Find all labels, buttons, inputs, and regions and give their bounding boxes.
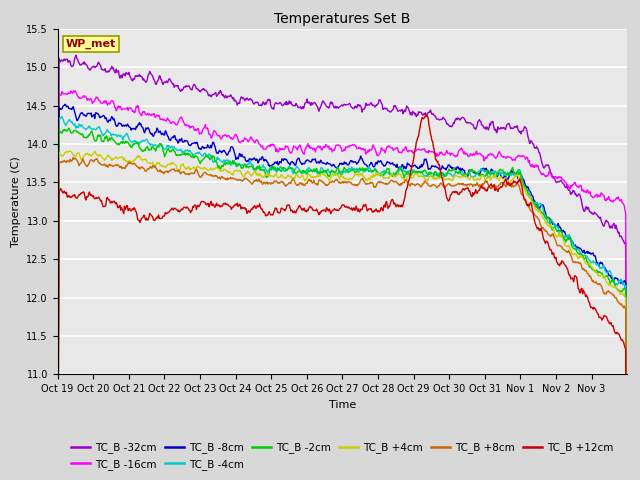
TC_B +12cm	[434, 158, 442, 164]
TC_B -16cm	[226, 134, 234, 140]
X-axis label: Time: Time	[329, 400, 356, 409]
TC_B -4cm	[254, 165, 262, 171]
TC_B -16cm	[122, 106, 129, 112]
TC_B -8cm	[402, 166, 410, 171]
TC_B -4cm	[226, 160, 234, 166]
TC_B -2cm	[122, 139, 129, 145]
TC_B -16cm	[254, 139, 262, 144]
TC_B -32cm	[226, 94, 234, 99]
TC_B -32cm	[254, 100, 262, 106]
Title: Temperatures Set B: Temperatures Set B	[274, 12, 411, 26]
TC_B +4cm	[67, 148, 74, 154]
TC_B -2cm	[226, 158, 234, 164]
TC_B +12cm	[225, 204, 233, 209]
TC_B -4cm	[434, 173, 442, 179]
Line: TC_B -16cm: TC_B -16cm	[58, 91, 627, 480]
TC_B +12cm	[401, 193, 409, 199]
TC_B +4cm	[434, 175, 442, 181]
Line: TC_B +4cm: TC_B +4cm	[58, 151, 627, 480]
TC_B -2cm	[65, 125, 72, 131]
TC_B -32cm	[402, 107, 410, 112]
TC_B -32cm	[434, 116, 442, 122]
TC_B -2cm	[402, 171, 410, 177]
TC_B -8cm	[61, 101, 69, 107]
TC_B -8cm	[276, 159, 284, 165]
TC_B +12cm	[253, 203, 261, 208]
TC_B -2cm	[254, 165, 262, 171]
TC_B +12cm	[120, 204, 128, 209]
TC_B +4cm	[254, 172, 262, 178]
TC_B +8cm	[276, 180, 284, 186]
TC_B -8cm	[434, 165, 442, 170]
TC_B +4cm	[402, 176, 410, 182]
TC_B -4cm	[122, 133, 129, 139]
TC_B -4cm	[402, 169, 410, 175]
TC_B -16cm	[70, 88, 78, 94]
TC_B -4cm	[276, 165, 284, 171]
TC_B -2cm	[434, 171, 442, 177]
TC_B -16cm	[402, 144, 410, 150]
TC_B +8cm	[122, 166, 129, 171]
TC_B +12cm	[275, 210, 283, 216]
TC_B -8cm	[122, 122, 129, 128]
Line: TC_B +8cm: TC_B +8cm	[58, 157, 627, 480]
TC_B -32cm	[122, 73, 129, 79]
Line: TC_B -4cm: TC_B -4cm	[58, 117, 627, 480]
TC_B -16cm	[276, 145, 284, 151]
TC_B +4cm	[276, 174, 284, 180]
Legend: TC_B -32cm, TC_B -16cm, TC_B -8cm, TC_B -4cm, TC_B -2cm, TC_B +4cm, TC_B +8cm, T: TC_B -32cm, TC_B -16cm, TC_B -8cm, TC_B …	[67, 438, 618, 474]
Line: TC_B -2cm: TC_B -2cm	[58, 128, 627, 480]
Line: TC_B -8cm: TC_B -8cm	[58, 104, 627, 480]
TC_B +8cm	[402, 177, 410, 183]
TC_B +12cm	[423, 111, 431, 117]
TC_B +4cm	[226, 169, 234, 175]
TC_B -2cm	[276, 167, 284, 173]
TC_B -32cm	[276, 100, 284, 106]
Text: WP_met: WP_met	[66, 39, 116, 49]
TC_B -32cm	[72, 52, 80, 58]
TC_B +4cm	[122, 157, 129, 163]
TC_B -8cm	[254, 160, 262, 166]
TC_B -16cm	[434, 153, 442, 159]
Line: TC_B -32cm: TC_B -32cm	[58, 55, 627, 480]
Y-axis label: Temperature (C): Temperature (C)	[11, 156, 20, 247]
TC_B -8cm	[226, 148, 234, 154]
TC_B +8cm	[434, 184, 442, 190]
TC_B +8cm	[226, 176, 234, 181]
TC_B -4cm	[58, 114, 66, 120]
Line: TC_B +12cm: TC_B +12cm	[58, 114, 627, 480]
TC_B +8cm	[254, 178, 262, 183]
TC_B +8cm	[69, 155, 77, 160]
